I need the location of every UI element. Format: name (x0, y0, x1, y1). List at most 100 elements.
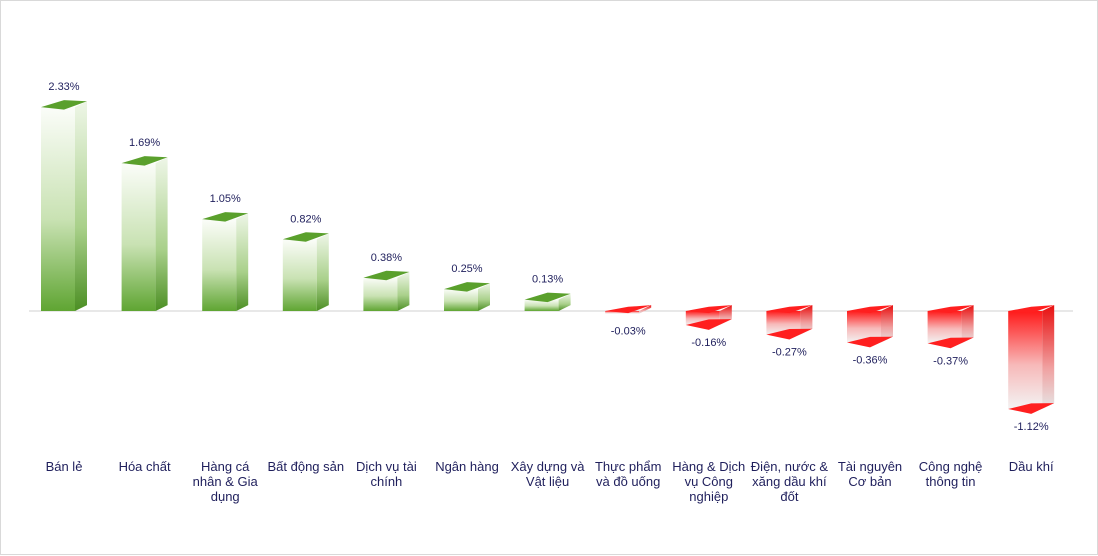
value-label: -0.16% (691, 337, 726, 349)
bar-8 (605, 305, 652, 314)
category-label-line: Dầu khí (1009, 459, 1054, 474)
value-label: 0.82% (290, 213, 321, 225)
bar-9 (685, 305, 732, 330)
category-label-line: Ngân hàng (435, 459, 499, 474)
category-label-line: Tài nguyên (838, 459, 902, 474)
category-label: Dầu khí (1009, 459, 1054, 474)
bar-10 (766, 305, 813, 340)
bar-top-cap (605, 305, 652, 314)
bar-top-cap (202, 212, 249, 222)
bar-top-cap (1008, 305, 1055, 314)
bar-top-cap (363, 270, 410, 281)
value-label: 1.69% (129, 137, 160, 149)
bar-side-face (155, 157, 168, 311)
bar-bottom-cap (766, 328, 813, 340)
bar-side-face (316, 233, 329, 311)
bar-front-face (41, 107, 75, 311)
category-label: Dịch vụ tài chính (356, 459, 417, 489)
bar-side-face (639, 305, 652, 314)
bar-top-cap (41, 100, 87, 110)
bar-top-cap (927, 305, 974, 314)
category-label: Tài nguyên Cơ bản (838, 459, 902, 489)
category-label-line: Bất động sản (267, 459, 344, 474)
bar-bottom-cap (1008, 403, 1055, 414)
bar-front-face (524, 299, 559, 311)
category-label: Điện, nước & xăng dầu khí đốt (751, 459, 829, 504)
category-label-line: Bán lẻ (46, 459, 83, 474)
category-label-line: Hóa chất (119, 459, 171, 474)
category-label-line: Thực phẩm (595, 459, 662, 474)
bar-side-face (397, 271, 410, 311)
bar-top-cap (685, 305, 732, 314)
bars-layer (41, 100, 1055, 414)
bar-front-face (282, 239, 317, 311)
value-label: 1.05% (210, 193, 241, 205)
category-label: Hóa chất (119, 459, 171, 474)
bar-front-face (121, 163, 156, 311)
category-label-line: Công nghệ (919, 459, 983, 474)
bar-side-face (75, 101, 87, 312)
bar-6 (444, 282, 490, 311)
bar-7 (524, 292, 571, 311)
category-label: Hàng & Dịch vụ Công nghiệp (672, 459, 745, 504)
bar-11 (847, 305, 893, 348)
category-label: Bất động sản (267, 459, 344, 474)
bar-side-face (236, 213, 249, 311)
category-label-line: Cơ bản (848, 474, 891, 489)
value-labels-layer: 2.33% 1.69% 1.05% 0.82% 0.38% 0.25% 0.13% -0.03… (48, 81, 1048, 433)
bar-top-cap (766, 305, 813, 314)
category-label-line: xăng dầu khí (752, 474, 827, 489)
value-label: -0.37% (933, 355, 968, 367)
category-label-line: dụng (211, 489, 240, 504)
bar-2 (121, 156, 168, 311)
value-label: -0.36% (853, 355, 888, 367)
bar-bottom-cap (847, 336, 893, 348)
category-label: Công nghệ thông tin (919, 459, 983, 489)
bar-5 (363, 270, 410, 311)
bar-3 (202, 212, 249, 311)
category-label-line: Hàng cá (201, 459, 250, 474)
value-label: -0.03% (611, 326, 646, 338)
category-labels-layer: Bán lẻ Hóa chất Hàng cá nhân & Gia dụng Bất đ… (46, 459, 1054, 504)
value-label: 2.33% (48, 81, 79, 93)
bar-front-face (766, 311, 801, 335)
category-label: Ngân hàng (435, 459, 499, 474)
category-label: Thực phẩm và đồ uống (595, 459, 662, 489)
value-label: -1.12% (1014, 421, 1049, 433)
bar-front-face (1008, 311, 1043, 409)
category-label-line: Dịch vụ tài (356, 459, 417, 474)
category-label-line: Vật liệu (526, 474, 569, 489)
bar-front-face (363, 277, 398, 311)
bar-4 (282, 232, 329, 311)
bar-side-face (478, 283, 490, 311)
bar-side-face (961, 305, 974, 344)
category-label: Xây dựng và Vật liệu (511, 459, 586, 489)
bar-side-face (881, 305, 893, 343)
category-label-line: nghiệp (689, 489, 728, 504)
value-label: 0.38% (371, 252, 402, 264)
category-label-line: và đồ uống (596, 474, 660, 489)
category-label-line: đốt (780, 489, 798, 504)
bar-12 (927, 305, 974, 349)
bar-front-face (202, 219, 237, 311)
bar-side-face (800, 305, 813, 335)
bar-side-face (558, 293, 571, 311)
bar-13 (1008, 305, 1055, 414)
category-label-line: nhân & Gia (193, 474, 259, 489)
category-label: Bán lẻ (46, 459, 83, 474)
category-label-line: Điện, nước & (751, 459, 829, 474)
category-label-line: vụ Công (685, 474, 733, 489)
bar-bottom-cap (685, 319, 732, 330)
bar-front-face (444, 289, 478, 311)
bar-bottom-cap (927, 337, 974, 349)
value-label: 0.25% (451, 263, 482, 275)
bar-top-cap (121, 156, 168, 166)
category-label-line: Hàng & Dịch (672, 459, 745, 474)
bar-1 (41, 100, 87, 312)
category-label-line: chính (370, 474, 402, 489)
bar-side-face (1042, 305, 1055, 409)
category-label: Hàng cá nhân & Gia dụng (193, 459, 259, 504)
bar-top-cap (847, 305, 893, 314)
